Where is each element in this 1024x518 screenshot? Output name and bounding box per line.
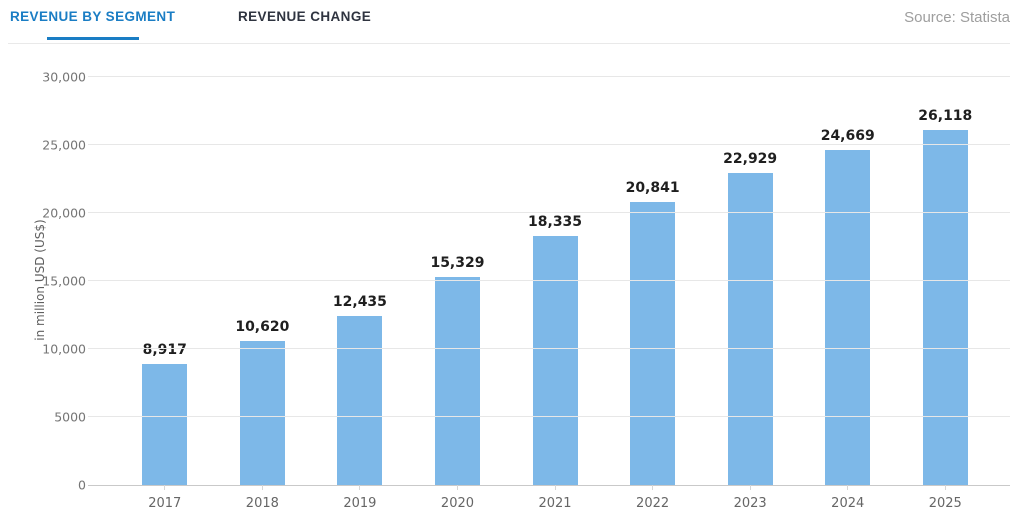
y-axis-tick-label: 15,000: [42, 273, 86, 289]
x-axis-tick: [359, 485, 361, 490]
bar-value-label: 15,329: [430, 254, 485, 271]
bar-value-label: 26,118: [918, 107, 973, 124]
bar-slot: 20,841: [604, 77, 702, 485]
tab-bar: REVENUE BY SEGMENT REVENUE CHANGE Source…: [8, 0, 1010, 44]
x-axis-label: 2021: [538, 496, 572, 511]
bar-value-label: 22,929: [723, 151, 778, 168]
bars-container: 8,917 10,620 12,435 15,329 18,335 20,841 22,92…: [116, 77, 994, 485]
bar-2018[interactable]: [239, 340, 285, 485]
y-axis-tick-label: 0: [78, 477, 86, 493]
bar-2020[interactable]: [434, 276, 480, 485]
tab-revenue-change-label: REVENUE CHANGE: [238, 9, 372, 24]
plot-area: 8,917 10,620 12,435 15,329 18,335 20,841 22,92…: [42, 70, 1010, 511]
tab-revenue-change[interactable]: REVENUE CHANGE: [238, 9, 371, 40]
x-axis-slot: 2021: [506, 485, 604, 511]
x-axis-slot: 2025: [897, 485, 995, 511]
x-axis-label: 2020: [440, 496, 475, 511]
bar-slot: 8,917: [116, 77, 214, 485]
x-axis-tick: [554, 485, 556, 490]
x-axis-slot: 2020: [409, 485, 507, 511]
bar-slot: 15,329: [409, 77, 507, 485]
bar-slot: 26,118: [897, 77, 995, 485]
bar-slot: 22,929: [701, 77, 799, 485]
bar-2017[interactable]: [142, 363, 188, 485]
x-axis-tick: [456, 485, 458, 490]
x-axis-slot: 2022: [604, 485, 702, 511]
x-axis-tick: [847, 485, 849, 490]
x-axis-slot: 2019: [311, 485, 409, 511]
bar-2025[interactable]: [922, 129, 968, 485]
bar-value-label: 12,435: [332, 293, 387, 310]
bar-2021[interactable]: [532, 235, 578, 485]
bar-2024[interactable]: [825, 149, 871, 485]
y-axis-tick-label: 10,000: [42, 341, 86, 357]
x-axis-line: [88, 485, 1010, 486]
x-axis-label: 2025: [928, 496, 962, 511]
active-tab-underline: [46, 37, 139, 40]
bar-value-label: 18,335: [528, 213, 583, 230]
bar-value-label: 20,841: [625, 179, 680, 196]
bar-slot: 24,669: [799, 77, 897, 485]
x-axis-label: 2023: [733, 496, 767, 511]
x-axis-label: 2022: [636, 496, 670, 511]
x-axis-label: 2017: [148, 496, 182, 511]
x-axis-label: 2018: [245, 496, 279, 511]
gridline: [88, 348, 1010, 350]
bar-slot: 10,620: [214, 77, 312, 485]
x-axis-slot: 2017: [116, 485, 214, 511]
x-axis-slot: 2018: [214, 485, 312, 511]
y-axis-tick-label: 20,000: [42, 205, 86, 221]
gridline: [88, 280, 1010, 281]
bar-slot: 18,335: [506, 77, 604, 485]
x-axis-label: 2024: [831, 496, 865, 511]
x-axis-tick: [652, 485, 654, 490]
bar-value-label: 10,620: [235, 318, 290, 335]
bar-value-label: 24,669: [820, 127, 875, 144]
source-attribution: Source: Statista: [904, 9, 1010, 26]
gridline: [88, 76, 1010, 77]
x-axis-tick: [749, 485, 751, 490]
bar-chart: in million USD (US$) 8,917 10,620 12,435 15…: [0, 44, 1024, 518]
x-axis-labels-row: 2017 2018 2019 2020 2021 2022 2023 2024 2025: [116, 485, 994, 511]
bar-value-label: 8,917: [142, 341, 187, 358]
y-axis-tick-label: 25,000: [42, 137, 86, 153]
tab-revenue-by-segment[interactable]: REVENUE BY SEGMENT: [10, 9, 175, 40]
gridline: [88, 416, 1010, 418]
tab-revenue-by-segment-label: REVENUE BY SEGMENT: [10, 9, 176, 24]
x-axis-tick: [164, 485, 166, 490]
bar-2023[interactable]: [727, 173, 773, 485]
bar-2019[interactable]: [337, 315, 383, 485]
gridline: [88, 212, 1010, 214]
gridline: [88, 144, 1010, 145]
x-axis-tick: [944, 485, 946, 490]
bar-2022[interactable]: [630, 201, 676, 485]
x-axis-tick: [261, 485, 263, 490]
x-axis-slot: 2024: [799, 485, 897, 511]
y-axis-tick-label: 5000: [54, 409, 86, 425]
y-axis-tick-label: 30,000: [42, 69, 86, 85]
x-axis-slot: 2023: [701, 485, 799, 511]
bar-slot: 12,435: [311, 77, 409, 485]
x-axis-label: 2019: [343, 496, 377, 511]
